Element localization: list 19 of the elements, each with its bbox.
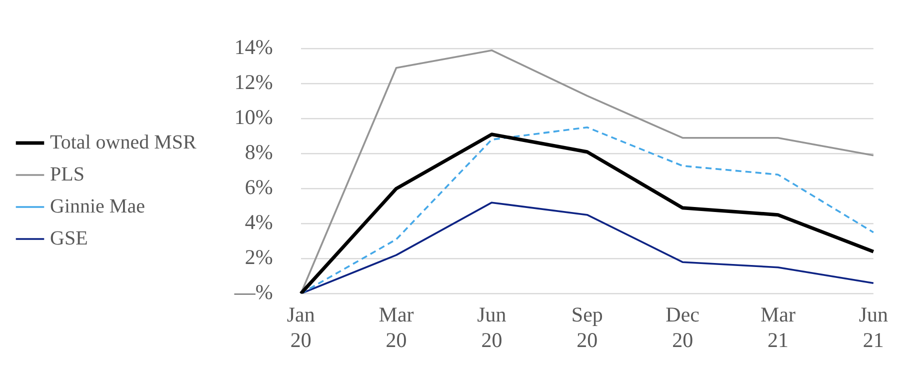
y-tick-label: 10% xyxy=(234,105,273,130)
legend-label: Ginnie Mae xyxy=(50,195,146,218)
x-tick-label: Jun 21 xyxy=(858,302,888,352)
y-tick-label: 12% xyxy=(234,70,273,94)
x-tick-label: Mar 21 xyxy=(760,302,796,352)
legend-label: PLS xyxy=(50,163,84,186)
legend-label: GSE xyxy=(50,227,88,250)
x-tick-label: Dec 20 xyxy=(666,302,700,352)
y-tick-label: —% xyxy=(233,280,273,304)
y-tick-label: 2% xyxy=(244,245,273,270)
y-tick-label: 6% xyxy=(244,175,273,200)
y-tick-label: 14% xyxy=(234,35,273,60)
y-tick-label: 8% xyxy=(244,140,273,164)
x-tick-label: Jan 20 xyxy=(286,302,316,352)
x-tick-label: Mar 20 xyxy=(378,302,414,352)
x-tick-label: Sep 20 xyxy=(571,302,603,352)
x-tick-label: Jun 20 xyxy=(477,302,507,352)
y-tick-label: 4% xyxy=(244,210,273,234)
legend-label: Total owned MSR xyxy=(50,131,198,154)
